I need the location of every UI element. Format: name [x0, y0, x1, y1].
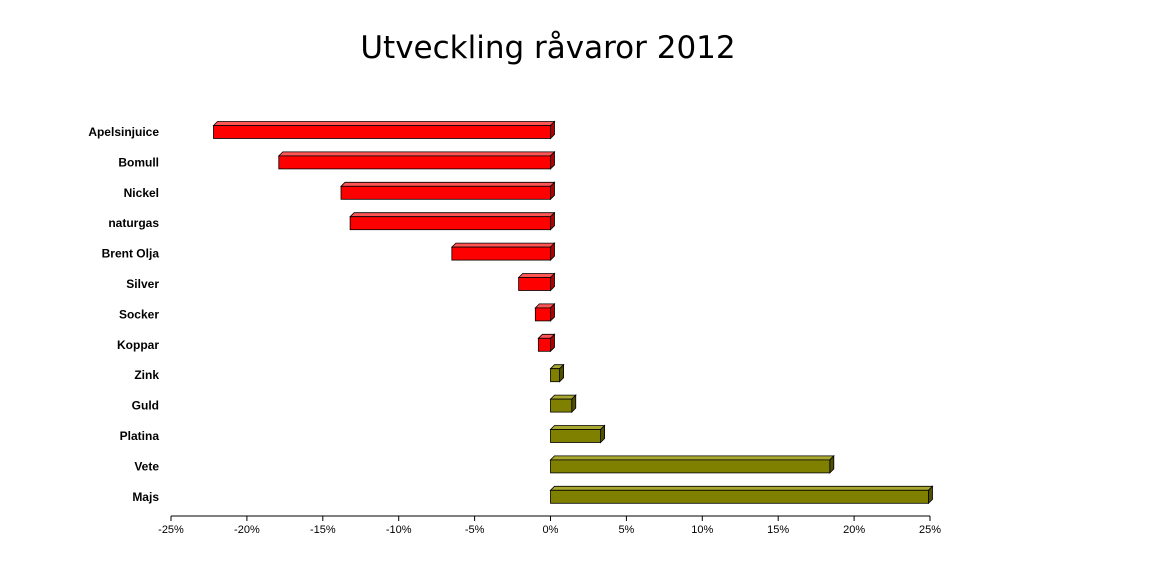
category-label: Vete [134, 459, 159, 473]
category-label: Apelsinjuice [88, 125, 159, 139]
bar-front-face [349, 216, 551, 231]
x-tick-label: 15% [767, 524, 789, 536]
category-label: Koppar [117, 338, 159, 352]
bar-socker [534, 302, 556, 322]
x-tick-label: -20% [234, 524, 260, 536]
bar-front-face [278, 155, 551, 170]
bar-front-face [550, 368, 561, 383]
bar-front-face [451, 246, 551, 261]
bar-front-face [518, 277, 551, 291]
category-label: Guld [132, 399, 159, 413]
bar-front-face [340, 185, 551, 200]
bar-top-face [450, 242, 556, 248]
bar-front-face [550, 398, 573, 413]
category-label: naturgas [108, 216, 159, 230]
category-label: Zink [134, 368, 159, 382]
bar-brent-olja [450, 242, 556, 262]
bar-front-face [534, 307, 551, 322]
category-label: Majs [132, 490, 159, 504]
bar-vete [549, 454, 835, 474]
x-tick-label: 5% [618, 524, 634, 536]
x-tick-label: -10% [386, 524, 412, 536]
bar-guld [549, 394, 577, 414]
bar-top-face [277, 151, 556, 157]
bar-top-face [212, 121, 556, 126]
x-axis: -25% -20% -15% -10% -5% 0% 5% 10% 15% 20% 25% [158, 515, 941, 536]
x-tick-label: -15% [310, 524, 336, 536]
bar-top-face [549, 425, 606, 430]
bar-top-face [549, 485, 934, 491]
x-tick-label: 0% [543, 524, 559, 536]
bar-top-face [340, 181, 556, 187]
bar-top-face [549, 455, 835, 461]
bar-front-face [537, 337, 551, 352]
bar-nickel [340, 181, 556, 201]
bars-layer [212, 120, 934, 505]
category-label: Nickel [124, 186, 159, 200]
category-label: Brent Olja [102, 247, 160, 261]
bar-top-face [349, 212, 556, 218]
chart-title: Utveckling råvaror 2012 [360, 30, 736, 66]
category-label: Socker [119, 307, 159, 321]
bar-top-face [517, 273, 556, 278]
category-label: Silver [126, 277, 159, 291]
x-tick-label: 10% [691, 524, 713, 536]
category-label: Bomull [118, 155, 159, 169]
bar-front-face [550, 429, 601, 443]
bar-front-face [550, 489, 929, 504]
bar-bomull [277, 150, 556, 170]
x-tick-label: -5% [465, 524, 485, 536]
bar-front-face [213, 125, 551, 139]
bar-apelsinjuice [212, 120, 556, 140]
bar-majs [549, 485, 934, 505]
x-tick-label: 20% [843, 524, 865, 536]
bar-naturgas [349, 211, 556, 231]
bar-koppar [537, 333, 556, 353]
bar-silver [517, 272, 556, 292]
category-labels: Apelsinjuice Bomull Nickel naturgas Brent Ol… [88, 125, 159, 504]
bar-front-face [550, 459, 831, 474]
x-tick-label: 25% [919, 524, 941, 536]
bar-zink [549, 363, 565, 383]
category-label: Platina [120, 429, 160, 443]
bar-platina [549, 424, 606, 444]
x-tick-label: -25% [158, 524, 184, 536]
